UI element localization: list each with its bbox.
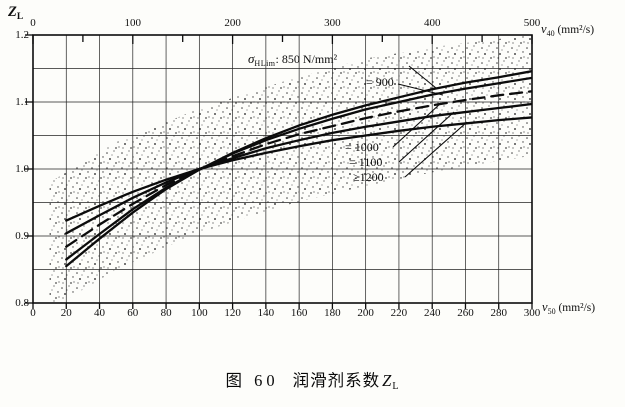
x-bottom-tick-label: 80 [160, 307, 172, 319]
x-top-tick-label: 400 [423, 17, 441, 29]
x-bottom-tick-label: 280 [490, 307, 507, 319]
top-axis-title: ν40 (mm²/s) [541, 22, 595, 38]
leader-line-1200 [404, 121, 468, 178]
x-bottom-tick-label: 60 [127, 307, 139, 319]
leader-line-1000 [392, 102, 442, 148]
y-tick-label: 1.1 [15, 96, 29, 108]
x-bottom-tick-label: 120 [224, 307, 241, 319]
x-bottom-tick-label: 240 [423, 307, 441, 319]
curve-900 [65, 76, 532, 261]
y-tick-label: 0.9 [15, 230, 29, 242]
bottom-axis-title: ν50 (mm²/s) [542, 300, 596, 316]
x-top-tick-label: 0 [30, 17, 36, 29]
x-bottom-tick-label: 260 [457, 307, 474, 319]
x-bottom-tick-label: 300 [523, 307, 541, 319]
x-bottom-tick-label: 40 [94, 307, 106, 319]
x-bottom-tick-label: 180 [324, 307, 341, 319]
figure-symbol: ZL [382, 371, 400, 392]
y-tick-label: 0.8 [15, 297, 29, 309]
curve-label-1100: = 1100 [349, 155, 383, 169]
x-bottom-tick-label: 140 [257, 307, 275, 319]
x-bottom-tick-label: 200 [357, 307, 374, 319]
y-axis-title: ZL [8, 4, 24, 22]
figure-title: 润滑剂系数 [292, 371, 381, 390]
leader-line-850 [408, 65, 437, 89]
x-bottom-tick-label: 160 [290, 307, 308, 319]
y-tick-label: 1.0 [15, 163, 29, 175]
y-tick-label: 1.2 [15, 29, 29, 41]
curve-label-900: = 900 [366, 75, 394, 89]
curve-1200 [65, 116, 532, 222]
leader-line-900 [397, 83, 444, 96]
leader-line-1100 [398, 111, 455, 163]
curve-label-1000: = 1000 [345, 140, 379, 154]
x-bottom-tick-label: 100 [191, 307, 208, 319]
x-top-tick-label: 500 [523, 17, 541, 29]
x-top-tick-label: 100 [124, 17, 142, 29]
sigma-850-label: σHLim: 850 N/mm² [248, 51, 338, 68]
curve-1000 [65, 90, 532, 248]
curve-label-1200: ≥1200 [353, 170, 384, 184]
curve-850 [65, 70, 532, 268]
x-top-tick-label: 300 [324, 17, 341, 29]
x-bottom-tick-label: 0 [30, 307, 36, 319]
x-bottom-tick-label: 220 [390, 307, 408, 319]
x-top-tick-label: 200 [224, 17, 241, 29]
x-bottom-tick-label: 20 [60, 307, 72, 319]
figure-caption: 图 60 润滑剂系数 ZL [0, 367, 625, 392]
chart-canvas [25, 34, 533, 309]
curve-1100 [65, 102, 532, 235]
scatter-band [49, 35, 532, 303]
figure-number: 图 60 [225, 371, 279, 390]
